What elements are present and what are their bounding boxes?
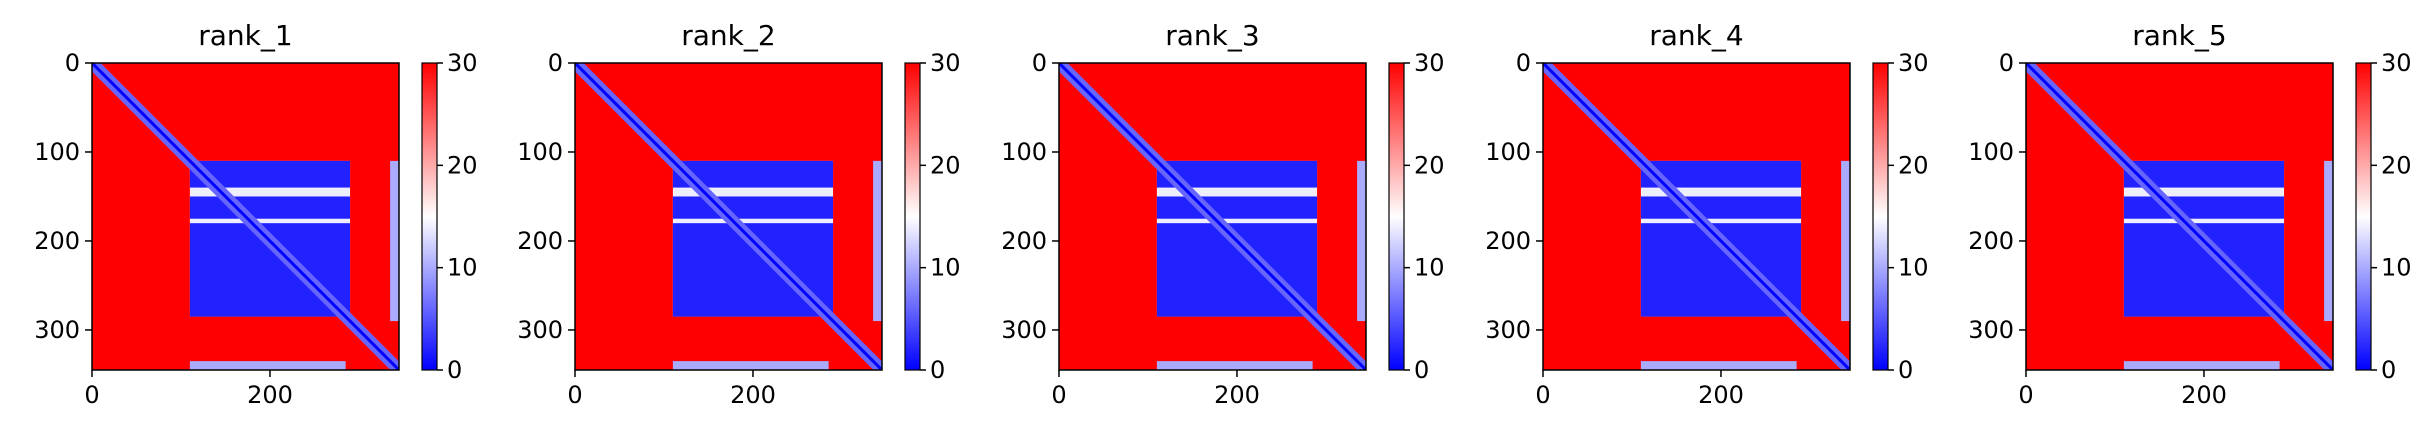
- panel-4: rank_4 0 100 200 300 0 200 0 10 20 30: [1485, 19, 1928, 409]
- colorbar-tick-label: 10: [447, 254, 478, 282]
- y-tick-label: 0: [548, 49, 563, 77]
- colorbar: [421, 62, 438, 371]
- x-tick-label: 0: [567, 381, 582, 409]
- heatmap-region: [2123, 196, 2285, 219]
- y-tick-label: 200: [1485, 227, 1531, 255]
- colorbar: [2355, 62, 2372, 371]
- heatmap-region: [672, 196, 834, 219]
- colorbar-tick-label: 20: [1414, 151, 1445, 179]
- axes-frame: [574, 62, 883, 371]
- x-tick-label: 200: [247, 381, 293, 409]
- heatmap-region: [2324, 160, 2333, 322]
- diagonal-line: [575, 63, 882, 370]
- diagonal-line: [92, 63, 399, 370]
- x-tick-label: 0: [84, 381, 99, 409]
- y-tick-label: 200: [1968, 227, 2014, 255]
- colorbar-tick-label: 0: [1898, 356, 1913, 384]
- y-tick-label: 300: [1968, 316, 2014, 344]
- heatmap-region: [189, 361, 346, 370]
- x-tick-label: 200: [2181, 381, 2227, 409]
- colorbar-tick-label: 30: [930, 49, 961, 77]
- axes-frame: [91, 62, 400, 371]
- heatmap-image: [575, 63, 882, 370]
- heatmap-region: [1841, 160, 1850, 322]
- colorbar-tick-label: 0: [1414, 356, 1429, 384]
- colorbar-tick-label: 10: [1414, 254, 1445, 282]
- x-tick-label: 0: [1051, 381, 1066, 409]
- axes-frame: [2025, 62, 2334, 371]
- panel-title: rank_2: [681, 19, 775, 52]
- y-tick-label: 0: [1999, 49, 2014, 77]
- colorbar-tick-label: 30: [1898, 49, 1929, 77]
- heatmap-region: [189, 196, 351, 219]
- x-tick-label: 200: [730, 381, 776, 409]
- y-tick-label: 300: [517, 316, 563, 344]
- y-tick-label: 100: [1001, 138, 1047, 166]
- colorbar: [1388, 62, 1405, 371]
- y-tick-label: 0: [65, 49, 80, 77]
- colorbar-tick-label: 10: [2381, 254, 2412, 282]
- diagonal-line: [1059, 63, 1366, 370]
- heatmap-region: [2123, 361, 2280, 370]
- panel-title: rank_4: [1649, 19, 1743, 52]
- heatmap-region: [1156, 196, 1318, 219]
- panel-3: rank_3 0 100 200 300 0 200 0 10 20 30: [1001, 19, 1444, 409]
- colorbar-tick-label: 10: [930, 254, 961, 282]
- heatmap-region: [1357, 160, 1366, 322]
- colorbar-tick-label: 0: [930, 356, 945, 384]
- x-tick-label: 0: [2018, 381, 2033, 409]
- colorbar-tick-label: 20: [2381, 151, 2412, 179]
- colorbar-tick-label: 0: [447, 356, 462, 384]
- panel-title: rank_3: [1165, 19, 1259, 52]
- y-tick-label: 100: [34, 138, 80, 166]
- panel-2: rank_2 0 100 200 300 0 200 0 10 20 30: [517, 19, 960, 409]
- colorbar: [904, 62, 921, 371]
- diagonal-line: [1543, 63, 1850, 370]
- heatmap-region: [390, 160, 399, 322]
- colorbar-tick-label: 0: [2381, 356, 2396, 384]
- y-tick-label: 0: [1032, 49, 1047, 77]
- panel-1: rank_1 0 100 200 300 0 200 0 10 20 30: [34, 19, 477, 409]
- colorbar-tick-label: 20: [447, 151, 478, 179]
- panel-title: rank_1: [198, 19, 292, 52]
- panel-title: rank_5: [2132, 19, 2226, 52]
- y-tick-label: 200: [517, 227, 563, 255]
- heatmap-region: [873, 160, 882, 322]
- heatmap-image: [1059, 63, 1366, 370]
- y-tick-label: 300: [1001, 316, 1047, 344]
- colorbar-tick-label: 10: [1898, 254, 1929, 282]
- heatmap-image: [2026, 63, 2333, 370]
- y-tick-label: 200: [1001, 227, 1047, 255]
- colorbar-tick-label: 30: [2381, 49, 2412, 77]
- y-tick-label: 100: [1485, 138, 1531, 166]
- y-tick-label: 200: [34, 227, 80, 255]
- colorbar-tick-label: 30: [447, 49, 478, 77]
- y-tick-label: 0: [1516, 49, 1531, 77]
- heatmap-region: [1156, 361, 1313, 370]
- panel-5: rank_5 0 100 200 300 0 200 0 10 20 30: [1968, 19, 2411, 409]
- colorbar: [1872, 62, 1889, 371]
- diagonal-line: [2026, 63, 2333, 370]
- colorbar-tick-label: 20: [1898, 151, 1929, 179]
- x-tick-label: 0: [1535, 381, 1550, 409]
- axes-frame: [1542, 62, 1851, 371]
- colorbar-tick-label: 30: [1414, 49, 1445, 77]
- y-tick-label: 300: [34, 316, 80, 344]
- x-tick-label: 200: [1698, 381, 1744, 409]
- axes-frame: [1058, 62, 1367, 371]
- heatmap-region: [672, 361, 829, 370]
- heatmap-image: [92, 63, 399, 370]
- x-tick-label: 200: [1214, 381, 1260, 409]
- y-tick-label: 100: [517, 138, 563, 166]
- y-tick-label: 300: [1485, 316, 1531, 344]
- heatmap-region: [1640, 361, 1797, 370]
- heatmap-image: [1543, 63, 1850, 370]
- colorbar-tick-label: 20: [930, 151, 961, 179]
- y-tick-label: 100: [1968, 138, 2014, 166]
- heatmap-region: [1640, 196, 1802, 219]
